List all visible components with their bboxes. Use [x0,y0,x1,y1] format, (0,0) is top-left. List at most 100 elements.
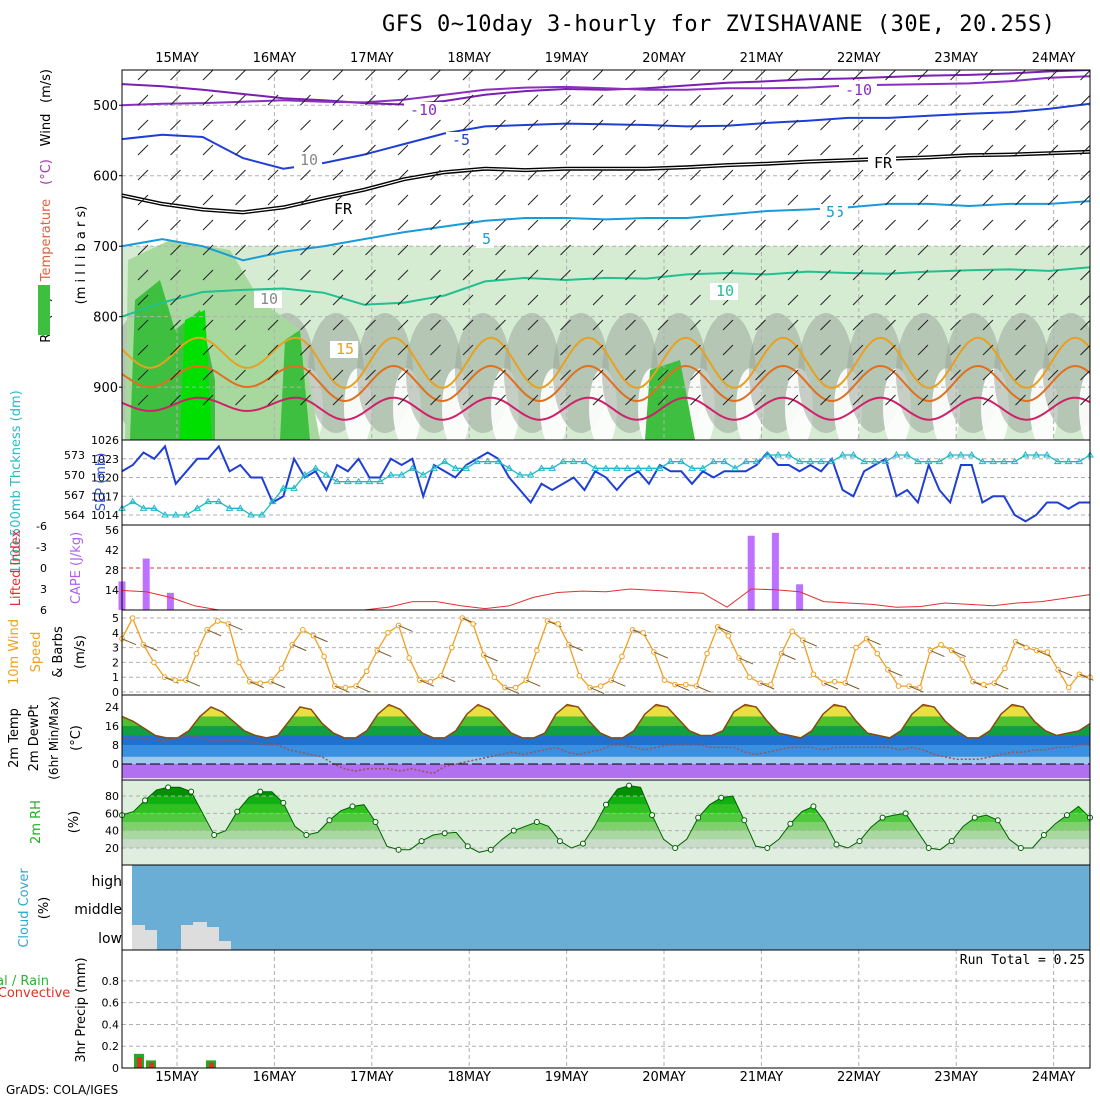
wind-barb [787,269,799,281]
wind-barb [722,169,734,181]
thickness-marker [720,457,729,465]
wind-speed-marker [853,644,859,651]
wind-barb [560,94,571,106]
wind-tick: 2 [112,656,119,669]
wind-barb [787,319,799,331]
cape-bar [771,532,779,610]
wind-barb [137,319,149,331]
wind-barb [657,244,669,256]
rh-shade-green2 [280,330,310,440]
wind-barb [267,194,279,206]
wind-barb [592,219,604,231]
wind-barb [1015,70,1026,81]
wind-barb [202,394,214,406]
rh-axis-label1: 2m RH [29,800,44,844]
wind-tick: 5 [112,612,119,625]
wind-barb [267,369,279,381]
wind-barb-10m [738,657,754,665]
wind-barb [560,70,571,81]
footer-credit: GrADS: COLA/IGES [6,1083,119,1097]
wind-barb [820,119,831,131]
wind-barb-10m [143,644,158,652]
rh-marker [902,810,909,817]
thickness-marker [322,471,331,478]
wind-barb-10m [823,682,839,690]
wind-barb [722,194,734,206]
run-total: Run Total = 0.25 [960,953,1085,968]
thickness-marker [924,457,933,465]
isotherm-label: 5 [482,230,491,248]
wind-barb [397,144,409,156]
wind-barb [430,394,441,406]
date-label-bottom: 16MAY [253,1070,297,1085]
thickness-marker [397,471,406,478]
thickness-marker [225,504,234,511]
wind-barb [852,194,864,206]
wind-barb [137,294,149,306]
date-label-top: 24MAY [1032,51,1076,66]
wind-barb [560,269,571,281]
wind-barb [365,194,376,206]
wind-barb [820,169,831,181]
wind-barb [1047,269,1059,281]
date-label-top: 16MAY [253,51,297,66]
thickness-marker [666,457,675,465]
wind-barb [1080,144,1090,156]
wind-barb [982,144,994,156]
wind-speed-marker [512,684,519,691]
wind-barb [1015,144,1026,156]
wind-barb [690,294,701,306]
isotherm-label-bg [820,204,838,221]
isotherm [122,200,1090,262]
wind-barb [722,94,734,106]
legend-temperature: Temperature [39,199,54,282]
wind-barb [235,70,246,81]
wind-barb [690,394,701,406]
wind-barb [852,319,864,331]
rh-marker [487,846,494,853]
isotherm-freezing-core [122,151,1090,214]
wind-barb-10m [270,681,286,689]
wind-barb [755,194,766,206]
wind-barb [625,244,636,256]
wind-barb [787,94,799,106]
wind-barb [592,244,604,256]
wind-barb [852,144,864,156]
wind-barb [592,269,604,281]
isotherm-warm [122,364,1090,403]
wind-barb [430,369,441,381]
wind-speed-marker [704,650,710,657]
wind-barb-10m [611,679,626,687]
thickness-marker [871,457,879,465]
wind-barb [560,394,571,406]
date-label-top: 22MAY [837,51,881,66]
wind-barb [982,344,994,356]
thickness-marker [860,457,869,465]
thickness-marker [451,464,460,471]
thickness-marker [128,497,137,505]
wind-barb [397,269,409,281]
wind-speed-marker [768,681,774,688]
wind-barb [592,119,604,131]
thickness-marker [709,457,718,465]
wind-barb [170,394,181,406]
thickness-marker [795,457,804,465]
wind-speed-marker [236,659,242,666]
wind-barb [820,294,831,306]
wind-tick: 0 [112,686,119,699]
temp-band [122,764,1090,779]
temp-band [122,735,1090,745]
thickness-marker [698,464,707,471]
wind-barb [982,369,994,381]
wind-barb [495,219,506,231]
wind-barb [202,294,214,306]
wind-barb [560,169,571,181]
wind-barb [982,194,994,206]
wind-barb [1080,369,1090,381]
wind-barb-10m [206,629,222,637]
wind-barb [852,344,864,356]
wind-barb [722,70,734,81]
wind-barb [495,70,506,81]
wind-barb [170,119,181,131]
precip-tick: 0.8 [102,975,120,988]
